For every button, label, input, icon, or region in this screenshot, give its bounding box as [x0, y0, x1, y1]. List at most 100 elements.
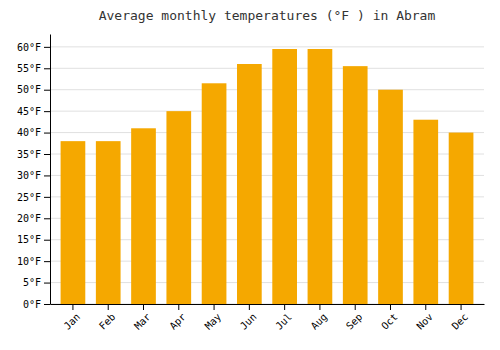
y-axis: 0°F 5°F 10°F 15°F 20°F 25°F 30°F 35°F 40°F 45°F 50… — [17, 35, 51, 310]
y-tick-label: 40°F — [17, 127, 41, 138]
x-tick-mark — [214, 304, 215, 310]
bar — [308, 49, 333, 304]
x-tick: Dec — [450, 304, 471, 332]
x-tick: Mar — [132, 304, 153, 332]
y-tick-mark — [44, 90, 50, 91]
chart: 0°F 5°F 10°F 15°F 20°F 25°F 30°F 35°F 40°F 45°F 50… — [0, 0, 500, 350]
y-tick-label: 10°F — [17, 256, 41, 267]
x-tick: Jun — [238, 304, 259, 332]
y-tick: 60°F — [17, 42, 50, 53]
y-tick-label: 20°F — [17, 213, 41, 224]
y-tick-label: 5°F — [23, 277, 41, 288]
y-tick: 25°F — [17, 192, 50, 203]
grid-line — [50, 111, 484, 112]
bar — [413, 120, 438, 304]
x-tick-mark — [249, 304, 250, 310]
x-tick-label: Aug — [309, 311, 330, 332]
plot: 0°F 5°F 10°F 15°F 20°F 25°F 30°F 35°F 40°F 45°F 50… — [17, 35, 485, 332]
bar — [378, 90, 403, 304]
y-tick-mark — [44, 68, 50, 69]
bar — [237, 64, 262, 304]
bar — [131, 128, 156, 304]
y-tick: 0°F — [23, 299, 50, 310]
x-tick-mark — [390, 304, 391, 310]
x-tick-mark — [72, 304, 73, 310]
x-tick: Nov — [414, 304, 435, 332]
x-tick-label: Jan — [62, 311, 83, 332]
bar — [61, 141, 86, 304]
x-tick: Oct — [379, 304, 400, 332]
y-tick-mark — [44, 133, 50, 134]
grid-line — [50, 89, 484, 90]
bar — [449, 133, 474, 304]
x-tick-mark — [108, 304, 109, 310]
y-tick: 10°F — [17, 256, 50, 267]
grid-line — [50, 68, 484, 69]
bar — [272, 49, 297, 304]
y-tick: 50°F — [17, 84, 50, 95]
x-tick-mark — [461, 304, 462, 310]
x-tick: Feb — [97, 304, 118, 332]
x-tick: May — [203, 304, 224, 332]
y-tick-label: 35°F — [17, 149, 41, 160]
x-tick-label: Oct — [379, 311, 400, 332]
y-tick-mark — [44, 261, 50, 262]
y-tick-label: 60°F — [17, 42, 41, 53]
bar — [166, 111, 191, 304]
y-tick-mark — [44, 197, 50, 198]
y-tick-mark — [44, 111, 50, 112]
x-tick-label: Mar — [132, 311, 153, 332]
y-tick-label: 25°F — [17, 192, 41, 203]
y-tick-label: 30°F — [17, 170, 41, 181]
x-tick-label: Dec — [450, 311, 471, 332]
grid — [50, 47, 484, 304]
x-tick-mark — [319, 304, 320, 310]
y-tick: 55°F — [17, 63, 50, 74]
y-tick-mark — [44, 304, 50, 305]
y-tick: 15°F — [17, 234, 50, 245]
bars — [61, 49, 474, 304]
y-tick-mark — [44, 47, 50, 48]
y-tick-label: 55°F — [17, 63, 41, 74]
y-tick: 45°F — [17, 106, 50, 117]
y-tick: 20°F — [17, 213, 50, 224]
x-tick-mark — [355, 304, 356, 310]
x-tick-label: Jun — [238, 311, 259, 332]
x-tick-label: Sep — [344, 311, 365, 332]
x-tick-label: Nov — [414, 311, 435, 332]
x-tick-mark — [143, 304, 144, 310]
x-tick: Sep — [344, 304, 365, 332]
y-tick: 30°F — [17, 170, 50, 181]
title: Average monthly temperatures (°F ) in Ab… — [99, 8, 436, 23]
y-tick: 5°F — [23, 277, 50, 288]
y-tick-mark — [44, 154, 50, 155]
x-tick: Apr — [167, 304, 188, 332]
x-tick-mark — [284, 304, 285, 310]
y-tick-mark — [44, 283, 50, 284]
x-tick-mark — [178, 304, 179, 310]
y-tick-label: 50°F — [17, 84, 41, 95]
x-tick-label: May — [203, 311, 224, 332]
y-tick-label: 15°F — [17, 234, 41, 245]
x-tick-label: Feb — [97, 311, 118, 332]
x-tick-mark — [425, 304, 426, 310]
y-tick-label: 0°F — [23, 299, 41, 310]
x-axis: Jan Feb Mar Apr May Jun Jul Aug Sep Oct Nov Dec — [51, 304, 485, 332]
y-tick-label: 45°F — [17, 106, 41, 117]
y-tick: 35°F — [17, 149, 50, 160]
x-tick-label: Jul — [273, 311, 294, 332]
x-tick: Aug — [309, 304, 330, 332]
y-tick-mark — [44, 175, 50, 176]
y-tick-mark — [44, 218, 50, 219]
bar — [343, 66, 368, 304]
x-tick: Jan — [62, 304, 83, 332]
y-tick-mark — [44, 240, 50, 241]
x-tick: Jul — [273, 304, 294, 332]
grid-line — [50, 46, 484, 47]
y-axis-line — [50, 35, 51, 305]
bar — [96, 141, 121, 304]
y-tick: 40°F — [17, 127, 50, 138]
x-axis-line — [51, 304, 485, 305]
bar — [202, 83, 227, 304]
x-tick-label: Apr — [167, 311, 188, 332]
